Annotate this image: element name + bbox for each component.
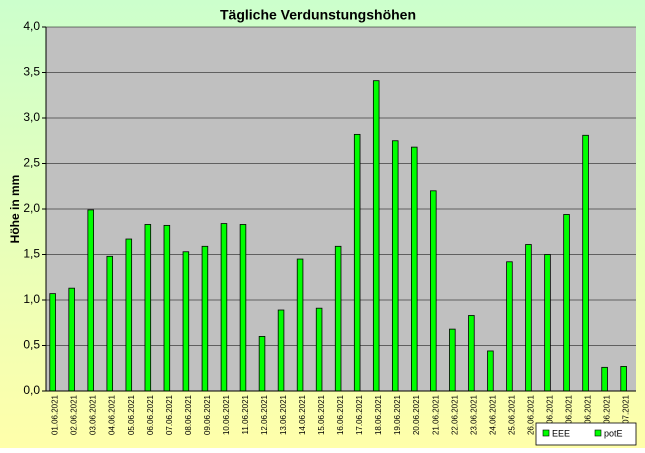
bar	[563, 214, 570, 392]
y-tick-label: 0,0	[23, 383, 40, 397]
bar	[449, 328, 456, 392]
x-tick-label: 02.06.2021	[70, 394, 79, 435]
bar	[353, 133, 361, 392]
bar	[582, 134, 589, 392]
y-tick-label: 3,5	[23, 65, 40, 79]
bar	[601, 366, 608, 392]
x-tick-label: 21.06.2021	[431, 394, 440, 435]
x-tick-label: 12.06.2021	[260, 394, 269, 435]
bar	[391, 140, 399, 392]
x-tick-label: 30.06.2021	[603, 394, 612, 435]
bar	[182, 251, 190, 392]
bar	[411, 146, 418, 392]
x-tick-label: 11.06.2021	[241, 394, 250, 434]
x-tick-label: 26.06.2021	[526, 394, 535, 435]
bar	[296, 258, 304, 392]
x-tick-label: 14.06.2021	[298, 394, 307, 435]
x-tick-label: 10.06.2021	[222, 394, 231, 435]
bar	[220, 223, 228, 392]
bar	[487, 350, 494, 392]
y-tick-label: 1,0	[23, 292, 40, 306]
y-axis-label: Höhe in mm	[8, 175, 22, 244]
bar	[620, 366, 627, 392]
x-tick-label: 20.06.2021	[412, 394, 421, 435]
x-tick-label: 09.06.2021	[203, 394, 212, 435]
x-tick-label: 19.06.2021	[393, 394, 402, 435]
bar	[68, 287, 75, 392]
bar	[277, 309, 285, 392]
bar	[144, 224, 152, 392]
legend-swatch	[594, 429, 602, 437]
bar	[372, 80, 380, 392]
x-tick-label: 07.06.2021	[165, 394, 174, 435]
x-tick-label: 22.06.2021	[450, 394, 459, 435]
x-tick-label: 28.06.2021	[564, 394, 573, 435]
x-tick-label: 01.07.2021	[622, 394, 631, 435]
x-tick-label: 17.06.2021	[355, 394, 364, 435]
legend-label: potE	[604, 428, 623, 438]
x-tick-label: 06.06.2021	[146, 394, 155, 435]
bar	[163, 224, 171, 392]
y-tick-label: 1,5	[23, 247, 40, 261]
y-tick-label: 3,0	[23, 110, 40, 124]
legend-label: EEE	[552, 428, 570, 438]
bar	[125, 238, 133, 392]
x-tick-label: 16.06.2021	[336, 394, 345, 435]
x-tick-label: 04.06.2021	[108, 394, 117, 435]
bar	[525, 244, 532, 392]
bar	[201, 245, 209, 392]
chart-title: Tägliche Verdunstungshöhen	[220, 7, 416, 23]
y-tick-label: 0,5	[23, 338, 40, 352]
x-tick-label: 01.06.2021	[51, 394, 60, 435]
bar	[506, 261, 513, 392]
legend-box	[535, 422, 637, 446]
bar	[239, 224, 247, 392]
x-tick-label: 24.06.2021	[488, 394, 497, 435]
x-tick-label: 08.06.2021	[184, 394, 193, 435]
x-tick-label: 23.06.2021	[469, 394, 478, 435]
bar	[468, 315, 475, 392]
x-tick-label: 03.06.2021	[89, 394, 98, 435]
y-tick-label: 2,0	[23, 201, 40, 215]
bar	[258, 335, 266, 392]
bar	[544, 254, 551, 392]
x-tick-label: 25.06.2021	[507, 394, 516, 435]
x-tick-label: 29.06.2021	[584, 394, 593, 435]
x-tick-label: 13.06.2021	[279, 394, 288, 435]
x-tick-label: 15.06.2021	[317, 394, 326, 435]
x-tick-label: 05.06.2021	[127, 394, 136, 435]
bar	[430, 190, 437, 392]
x-tick-label: 18.06.2021	[374, 394, 383, 435]
y-tick-label: 2,5	[23, 156, 40, 170]
bar	[334, 245, 342, 392]
y-tick-label: 4,0	[23, 19, 40, 33]
bar	[49, 293, 56, 392]
legend-swatch	[542, 429, 550, 437]
bar	[87, 209, 94, 392]
bar	[106, 255, 114, 392]
x-tick-label: 27.06.2021	[545, 394, 554, 435]
bar	[315, 307, 323, 392]
